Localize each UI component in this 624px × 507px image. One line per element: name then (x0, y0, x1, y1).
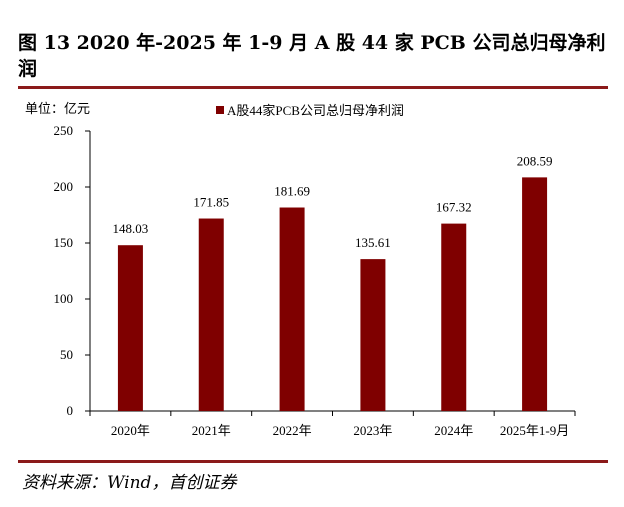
bar (360, 259, 386, 411)
data-label: 181.69 (274, 184, 310, 199)
bars: 148.03 2020年 171.85 2021年 181.69 2022年 135.61 2… (111, 153, 569, 438)
figure-title: 图 13 2020 年-2025 年 1-9 月 A 股 44 家 PCB 公司… (18, 32, 606, 80)
x-tick-label: 2025年1-9月 (500, 423, 569, 438)
y-tick-label: 250 (54, 123, 74, 138)
data-label: 148.03 (113, 221, 149, 236)
x-tick-label: 2021年 (192, 423, 231, 438)
data-label: 171.85 (193, 195, 229, 210)
y-tick-label: 150 (54, 235, 74, 250)
axes: 0 50 100 150 200 250 (54, 123, 576, 418)
data-label: 135.61 (355, 235, 391, 250)
x-tick-label: 2022年 (273, 423, 312, 438)
y-tick-label: 200 (54, 179, 74, 194)
x-tick-label: 2020年 (111, 423, 150, 438)
source-divider (18, 460, 608, 463)
bar-chart: 单位：亿元 A股44家PCB公司总归母净利润 0 50 100 150 200 250 1… (25, 101, 576, 438)
bar (198, 218, 224, 411)
bar (117, 245, 143, 411)
title-divider (18, 86, 608, 89)
y-tick-label: 0 (67, 403, 74, 418)
bar (279, 207, 305, 411)
legend-swatch (216, 106, 224, 114)
legend-label: A股44家PCB公司总归母净利润 (227, 103, 404, 118)
y-tick-label: 100 (54, 291, 74, 306)
data-label: 208.59 (517, 153, 553, 168)
unit-label: 单位：亿元 (25, 101, 90, 116)
bar (441, 223, 467, 411)
y-tick-label: 50 (60, 347, 73, 362)
x-tick-label: 2023年 (353, 423, 392, 438)
x-tick-label: 2024年 (434, 423, 473, 438)
source-note: 资料来源：Wind，首创证券 (22, 473, 237, 493)
bar (522, 177, 548, 411)
data-label: 167.32 (436, 200, 472, 215)
